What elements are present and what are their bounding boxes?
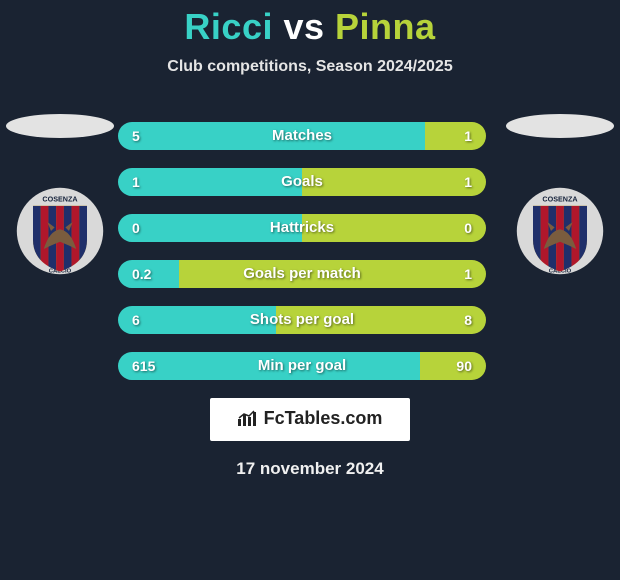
title: Ricci vs Pinna <box>0 0 620 48</box>
branding-badge: FcTables.com <box>210 398 411 441</box>
comparison-bars: Matches51Goals11Hattricks00Goals per mat… <box>118 122 502 398</box>
player2-club-crest: COSENZA CALCIO <box>515 186 605 276</box>
stat-value-player2: 0 <box>464 214 472 242</box>
stat-value-player2: 90 <box>456 352 472 380</box>
chart-icon <box>238 410 258 431</box>
stat-value-player2: 8 <box>464 306 472 334</box>
stat-value-player1: 5 <box>132 122 140 150</box>
stat-row: Matches5 1 <box>118 122 486 150</box>
player1-avatar-column: COSENZA CALCIO <box>0 110 120 276</box>
date-text: 17 november 2024 <box>0 459 620 479</box>
stat-label: Hattricks <box>118 214 486 242</box>
comparison-infographic: Ricci vs Pinna Club competitions, Season… <box>0 0 620 580</box>
stat-label: Goals <box>118 168 486 196</box>
stat-label: Shots per goal <box>118 306 486 334</box>
stat-label: Matches <box>118 122 486 150</box>
player2-avatar-column: COSENZA CALCIO <box>500 110 620 276</box>
branding-text: FcTables.com <box>264 408 383 428</box>
stat-value-player1: 615 <box>132 352 155 380</box>
title-player2: Pinna <box>335 6 436 47</box>
stat-label: Goals per match <box>118 260 486 288</box>
svg-text:CALCIO: CALCIO <box>549 268 572 274</box>
stat-value-player1: 1 <box>132 168 140 196</box>
stat-row: Hattricks0 0 <box>118 214 486 242</box>
svg-text:COSENZA: COSENZA <box>542 194 577 203</box>
stat-value-player1: 6 <box>132 306 140 334</box>
stat-row: Goals per match0.2 1 <box>118 260 486 288</box>
crest-name-bottom: CALCIO <box>49 268 72 274</box>
stat-label: Min per goal <box>118 352 486 380</box>
stat-value-player2: 1 <box>464 168 472 196</box>
footer: FcTables.com 17 november 2024 <box>0 398 620 479</box>
stat-value-player1: 0 <box>132 214 140 242</box>
stat-row: Shots per goal6 8 <box>118 306 486 334</box>
subtitle: Club competitions, Season 2024/2025 <box>0 58 620 76</box>
player1-club-crest: COSENZA CALCIO <box>15 186 105 276</box>
stat-value-player1: 0.2 <box>132 260 151 288</box>
player1-silhouette-ellipse <box>6 114 114 138</box>
crest-wolf-icon <box>44 229 76 249</box>
title-player1: Ricci <box>184 6 273 47</box>
stat-row: Goals1 1 <box>118 168 486 196</box>
title-vs: vs <box>283 6 324 47</box>
crest-name-top: COSENZA <box>42 194 77 203</box>
stat-row: Min per goal615 90 <box>118 352 486 380</box>
stat-value-player2: 1 <box>464 122 472 150</box>
player2-silhouette-ellipse <box>506 114 614 138</box>
stat-value-player2: 1 <box>464 260 472 288</box>
